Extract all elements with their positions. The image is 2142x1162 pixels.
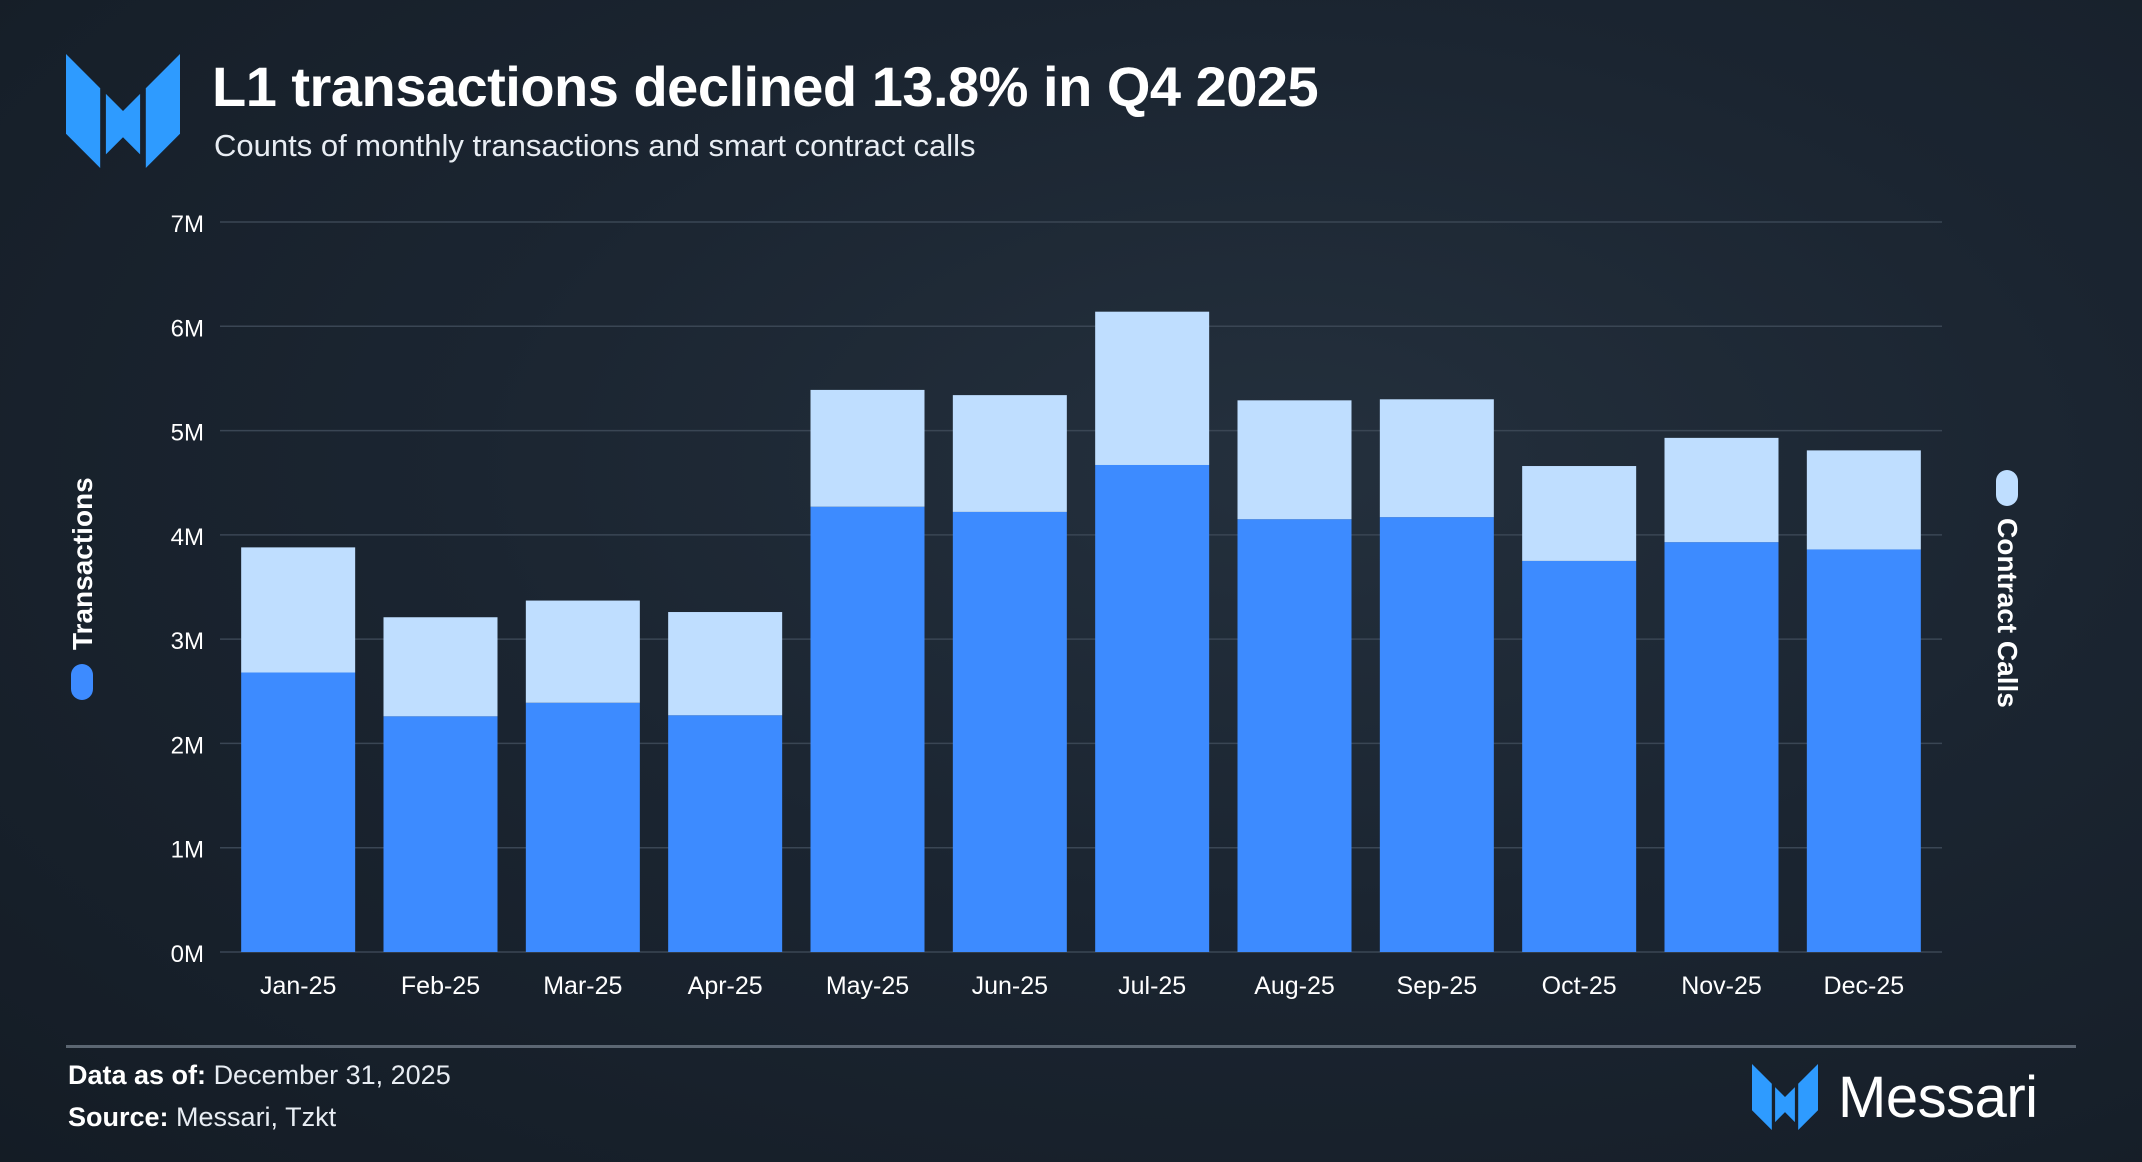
bar-transactions bbox=[383, 716, 498, 952]
bar-contract-calls bbox=[1664, 437, 1779, 543]
bar-contract-calls bbox=[1379, 399, 1494, 518]
bar-contract-calls bbox=[525, 600, 640, 703]
y-tick-label: 1M bbox=[171, 837, 204, 864]
legend-marker-transactions bbox=[71, 664, 93, 700]
x-tick-label: Aug-25 bbox=[1254, 972, 1335, 1000]
y-axis-label-left: Transactions bbox=[67, 477, 98, 650]
bar-transactions bbox=[810, 506, 925, 952]
bar-transactions bbox=[952, 511, 1067, 952]
bar-contract-calls bbox=[810, 389, 925, 507]
data-as-of-value: December 31, 2025 bbox=[213, 1060, 451, 1090]
messari-brand-icon bbox=[1752, 1064, 1818, 1130]
bar-transactions bbox=[668, 715, 783, 952]
stacked-bar-chart: 0M 1M 2M 3M 4M 5M 6M 7M Jan-25 Feb-25 Mar-25 Apr-25… bbox=[67, 211, 2023, 1000]
x-tick-label: Jan-25 bbox=[260, 972, 336, 1000]
x-tick-label: Jul-25 bbox=[1118, 972, 1186, 1000]
chart-title: L1 transactions declined 13.8% in Q4 202… bbox=[212, 55, 1319, 118]
bar-contract-calls bbox=[1095, 311, 1210, 465]
y-axis-label-right: Contract Calls bbox=[1992, 518, 2023, 708]
bar-transactions bbox=[1522, 560, 1637, 952]
x-tick-label: Apr-25 bbox=[688, 972, 763, 1000]
y-tick-label: 5M bbox=[171, 420, 204, 447]
x-tick-label: Feb-25 bbox=[401, 972, 480, 1000]
x-tick-label: Nov-25 bbox=[1681, 972, 1762, 1000]
brand-footer: Messari bbox=[1752, 1064, 2038, 1130]
bar-transactions bbox=[1806, 549, 1921, 952]
source-label: Source: bbox=[68, 1102, 169, 1132]
x-tick-label: Sep-25 bbox=[1397, 972, 1478, 1000]
bar-transactions bbox=[1379, 517, 1494, 952]
y-tick-label: 6M bbox=[171, 315, 204, 342]
y-tick-label: 7M bbox=[171, 211, 204, 238]
bar-contract-calls bbox=[383, 617, 498, 717]
y-tick-label: 3M bbox=[171, 628, 204, 655]
source-value: Messari, Tzkt bbox=[176, 1102, 337, 1132]
bar-contract-calls bbox=[1806, 450, 1921, 550]
bar-transactions bbox=[241, 672, 356, 952]
messari-logo-icon bbox=[66, 54, 180, 168]
bar-contract-calls bbox=[1237, 400, 1352, 520]
x-tick-label: May-25 bbox=[826, 972, 909, 1000]
chart-subtitle: Counts of monthly transactions and smart… bbox=[214, 128, 976, 163]
data-as-of: Data as of: December 31, 2025 bbox=[68, 1060, 451, 1091]
y-tick-label: 0M bbox=[171, 941, 204, 968]
bar-contract-calls bbox=[1522, 466, 1637, 561]
bar-contract-calls bbox=[668, 612, 783, 716]
bar-transactions bbox=[1095, 464, 1210, 952]
legend-marker-contract-calls bbox=[1996, 470, 2018, 506]
x-tick-label: Oct-25 bbox=[1542, 972, 1617, 1000]
bar-transactions bbox=[1664, 542, 1779, 952]
bar-transactions bbox=[525, 702, 640, 952]
x-tick-label: Mar-25 bbox=[543, 972, 622, 1000]
x-tick-label: Dec-25 bbox=[1824, 972, 1905, 1000]
y-tick-label: 2M bbox=[171, 732, 204, 759]
y-tick-label: 4M bbox=[171, 524, 204, 551]
bar-transactions bbox=[1237, 519, 1352, 952]
bar-contract-calls bbox=[952, 395, 1067, 512]
bar-contract-calls bbox=[241, 547, 356, 673]
x-tick-label: Jun-25 bbox=[972, 972, 1048, 1000]
source: Source: Messari, Tzkt bbox=[68, 1102, 336, 1133]
brand-name: Messari bbox=[1838, 1064, 2038, 1130]
data-as-of-label: Data as of: bbox=[68, 1060, 207, 1090]
footer-divider bbox=[66, 1045, 2076, 1048]
